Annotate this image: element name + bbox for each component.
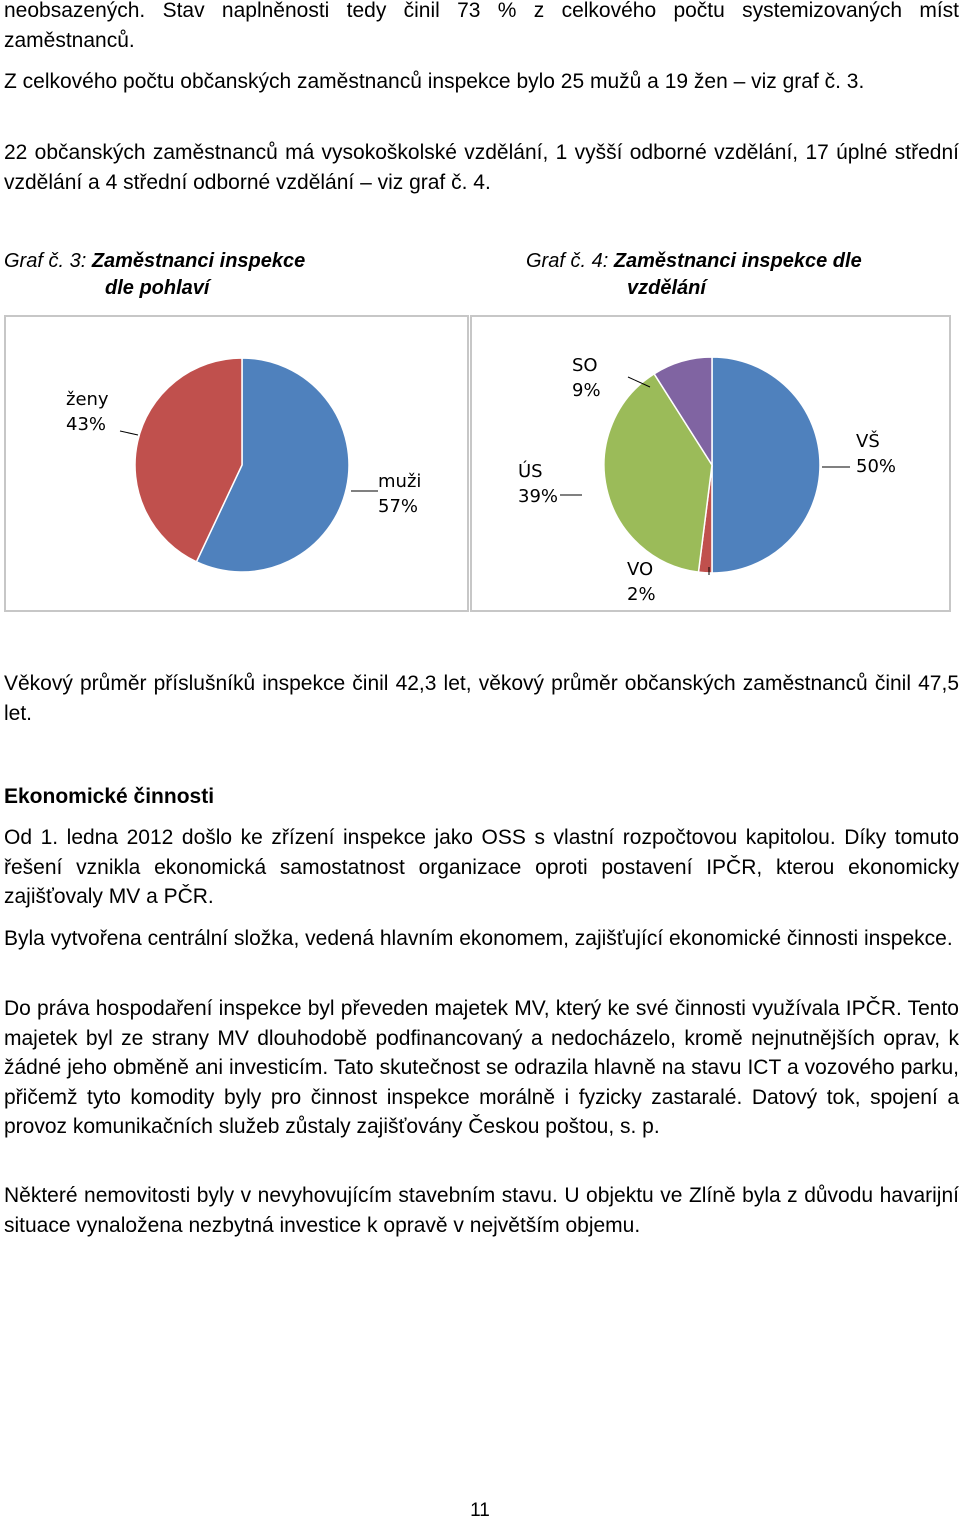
caption-graf-3-label: Graf č. 3: xyxy=(4,250,87,272)
pie-slice-0-1 xyxy=(134,357,243,563)
caption-graf-3: Graf č. 3: Zaměstnanci inspekce dle pohl… xyxy=(4,248,305,302)
pie-label-category-0-0: muži xyxy=(378,471,421,492)
chart-gender: muži 57% ženy 43% xyxy=(4,315,469,612)
pie-slice-0-0 xyxy=(195,357,350,573)
page-number: 11 xyxy=(470,1500,490,1521)
section-heading: Ekonomické činnosti xyxy=(4,785,215,808)
pie-label-category-1-1: VO xyxy=(627,559,653,580)
paragraph-budget: Od 1. ledna 2012 došlo ke zřízení inspek… xyxy=(4,826,959,908)
paragraph-age: Věkový průměr příslušníků inspekce činil… xyxy=(4,672,959,725)
paragraph-property: Do práva hospodaření inspekce byl převed… xyxy=(4,997,959,1138)
paragraph-buildings: Některé nemovitosti byly v nevyhovujícím… xyxy=(4,1184,959,1237)
pie-label-category-1-2: ÚS xyxy=(518,460,543,482)
chart-gender-svg: muži 57% ženy 43% xyxy=(66,357,421,573)
pie-label-category-1-3: SO xyxy=(572,355,598,376)
chart-education: VŠ 50% VO 2% ÚS 39% SO 9% xyxy=(470,315,951,612)
pie-slice-1-3 xyxy=(653,356,713,468)
pie-label-category-1-0: VŠ xyxy=(856,430,880,452)
pie-label-value-1-3: 9% xyxy=(572,380,601,401)
pie-label-value-1-1: 2% xyxy=(627,584,656,605)
pie-slice-1-0 xyxy=(711,356,821,574)
caption-graf-3-title: Zaměstnanci inspekce xyxy=(91,250,306,272)
chart-education-svg: VŠ 50% VO 2% ÚS 39% SO 9% xyxy=(518,355,896,605)
paragraph-staffing: neobsazených. Stav naplněnosti tedy čini… xyxy=(4,0,959,52)
caption-graf-4-title-line2: vzdělání xyxy=(627,277,706,299)
paragraph-central-unit: Byla vytvořena centrální složka, vedená … xyxy=(4,927,953,950)
leader-line-1-3 xyxy=(627,376,651,388)
paragraph-gender: Z celkového počtu občanských zaměstnanců… xyxy=(4,70,865,93)
leader-line-0-1 xyxy=(119,430,139,436)
pie-label-value-0-1: 43% xyxy=(66,414,106,435)
pie-label-category-0-1: ženy xyxy=(66,389,109,410)
caption-graf-3-title-line2: dle pohlaví xyxy=(105,277,210,299)
pie-label-value-1-0: 50% xyxy=(856,456,896,477)
pie-label-value-0-0: 57% xyxy=(378,496,418,517)
caption-graf-4-title: Zaměstnanci inspekce dle xyxy=(613,250,862,272)
caption-graf-4: Graf č. 4: Zaměstnanci inspekce dle vzdě… xyxy=(526,248,862,302)
caption-graf-4-label: Graf č. 4: xyxy=(526,250,609,272)
pie-label-value-1-2: 39% xyxy=(518,486,558,507)
paragraph-education: 22 občanských zaměstnanců má vysokoškols… xyxy=(4,141,959,194)
